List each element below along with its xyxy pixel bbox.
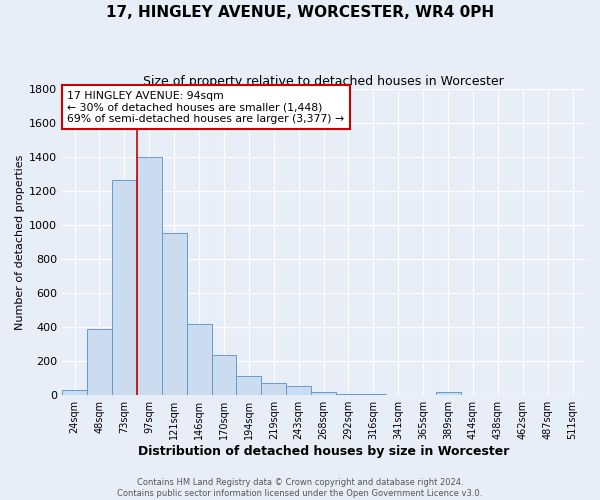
- Title: Size of property relative to detached houses in Worcester: Size of property relative to detached ho…: [143, 75, 504, 88]
- Bar: [436, 392, 461, 394]
- Bar: [187, 324, 212, 394]
- Bar: [311, 392, 336, 394]
- Bar: [236, 376, 262, 394]
- Text: 17 HINGLEY AVENUE: 94sqm
← 30% of detached houses are smaller (1,448)
69% of sem: 17 HINGLEY AVENUE: 94sqm ← 30% of detach…: [67, 90, 344, 124]
- Bar: [112, 180, 137, 394]
- X-axis label: Distribution of detached houses by size in Worcester: Distribution of detached houses by size …: [138, 444, 509, 458]
- Bar: [87, 330, 112, 394]
- Bar: [137, 157, 162, 394]
- Text: Contains HM Land Registry data © Crown copyright and database right 2024.
Contai: Contains HM Land Registry data © Crown c…: [118, 478, 482, 498]
- Bar: [212, 355, 236, 395]
- Bar: [262, 383, 286, 394]
- Text: 17, HINGLEY AVENUE, WORCESTER, WR4 0PH: 17, HINGLEY AVENUE, WORCESTER, WR4 0PH: [106, 5, 494, 20]
- Bar: [62, 390, 87, 394]
- Bar: [286, 386, 311, 394]
- Y-axis label: Number of detached properties: Number of detached properties: [15, 154, 25, 330]
- Bar: [162, 234, 187, 394]
